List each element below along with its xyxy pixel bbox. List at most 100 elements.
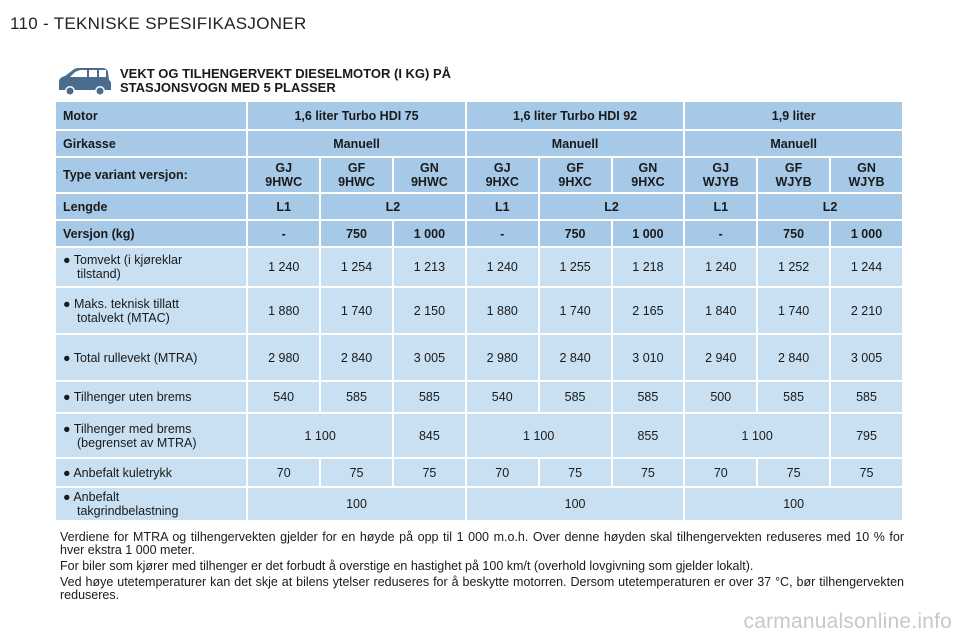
uten-brems-cell: 585 <box>321 382 392 412</box>
variant-version: 9HWC <box>265 175 303 189</box>
kuletrykk-cell: 75 <box>393 459 465 486</box>
motor-label: Motor <box>56 102 247 129</box>
tomvekt-cell: 1 218 <box>612 248 684 286</box>
section-title: VEKT OG TILHENGERVEKT DIESELMOTOR (I KG)… <box>120 67 451 95</box>
variant-version: 9HXC <box>558 175 592 189</box>
row-type-variant: Type variant versjon: GJ 9HWC GF 9HWC GN 9H… <box>56 158 902 192</box>
motor-cell: 1,6 liter Turbo HDI 75 <box>248 102 465 129</box>
maks-cell: 1 740 <box>539 288 611 333</box>
versjon-cell: 750 <box>321 221 392 246</box>
girkasse-cell: Manuell <box>248 131 465 156</box>
variant-type: GJ <box>712 161 730 175</box>
maks-cell: 1 740 <box>321 288 392 333</box>
type-variant-cell: GJ 9HXC <box>466 158 538 192</box>
maks-label: ● Maks. teknisk tillatt totalvekt (MTAC) <box>56 288 247 333</box>
maks-cell: 2 165 <box>612 288 684 333</box>
tomvekt-cell: 1 255 <box>539 248 611 286</box>
tomvekt-cell: 1 252 <box>758 248 830 286</box>
variant-type: GF <box>566 161 584 175</box>
variant-type: GJ <box>275 161 293 175</box>
lengde-label: Lengde <box>56 194 247 219</box>
versjon-cell: 1 000 <box>393 221 465 246</box>
note-paragraph: Ved høye utetemperaturer kan det skje at… <box>60 575 904 602</box>
total-rullevekt-cell: 3 005 <box>831 335 902 380</box>
tomvekt-cell: 1 213 <box>393 248 465 286</box>
variant-type: GF <box>347 161 366 175</box>
row-motor: Motor 1,6 liter Turbo HDI 75 1,6 liter T… <box>56 102 902 129</box>
tomvekt-cell: 1 240 <box>248 248 320 286</box>
motor-cell: 1,6 liter Turbo HDI 92 <box>466 102 684 129</box>
versjon-cell: 1 000 <box>612 221 684 246</box>
row-takgrind: ● Anbefalt takgrindbelastning 100 100 100 <box>56 488 902 520</box>
variant-type: GN <box>420 161 439 175</box>
row-lengde: Lengde L1 L2 L1 L2 L1 L2 <box>56 194 902 219</box>
girkasse-cell: Manuell <box>466 131 684 156</box>
girkasse-label: Girkasse <box>56 131 247 156</box>
type-variant-label: Type variant versjon: <box>56 158 247 192</box>
variant-version: WJYB <box>702 175 739 189</box>
lengde-cell: L1 <box>685 194 757 219</box>
lengde-cell: L1 <box>466 194 538 219</box>
type-variant-cell: GN WJYB <box>831 158 902 192</box>
total-rullevekt-cell: 2 840 <box>321 335 392 380</box>
type-variant-cell: GJ WJYB <box>685 158 757 192</box>
car-icon <box>59 68 111 96</box>
row-versjon: Versjon (kg) - 750 1 000 - 750 1 000 - 7… <box>56 221 902 246</box>
tomvekt-label-line2: tilstand) <box>77 267 121 281</box>
motor-cell: 1,9 liter <box>685 102 902 129</box>
maks-cell: 1 740 <box>758 288 830 333</box>
lengde-cell: L2 <box>539 194 684 219</box>
maks-label-line1: ● Maks. teknisk tillatt <box>63 296 179 311</box>
page-header: 110 - TEKNISKE SPESIFIKASJONER <box>10 14 307 33</box>
row-kuletrykk: ● Anbefalt kuletrykk 70 75 75 70 75 75 7… <box>56 459 902 486</box>
tomvekt-cell: 1 240 <box>466 248 538 286</box>
variant-type: GN <box>638 161 658 175</box>
variant-version: 9HXC <box>631 175 665 189</box>
kuletrykk-cell: 75 <box>321 459 392 486</box>
kuletrykk-cell: 75 <box>612 459 684 486</box>
uten-brems-cell: 585 <box>612 382 684 412</box>
maks-cell: 1 840 <box>685 288 757 333</box>
uten-brems-cell: 585 <box>758 382 830 412</box>
med-brems-cell: 1 100 <box>685 414 830 457</box>
versjon-cell: 1 000 <box>831 221 902 246</box>
med-brems-label-line1: ● Tilhenger med brems <box>63 421 192 436</box>
med-brems-cell: 1 100 <box>248 414 392 457</box>
section-title-line2: STASJONSVOGN MED 5 PLASSER <box>120 80 336 95</box>
kuletrykk-cell: 75 <box>831 459 902 486</box>
tomvekt-cell: 1 244 <box>831 248 902 286</box>
row-med-brems: ● Tilhenger med brems (begrenset av MTRA)… <box>56 414 902 457</box>
versjon-cell: 750 <box>539 221 611 246</box>
lengde-cell: L2 <box>321 194 465 219</box>
takgrind-cell: 100 <box>685 488 902 520</box>
maks-cell: 2 150 <box>393 288 465 333</box>
notes: Verdiene for MTRA og tilhengervekten gje… <box>60 531 904 605</box>
kuletrykk-cell: 70 <box>685 459 757 486</box>
type-variant-cell: GJ 9HWC <box>248 158 320 192</box>
row-uten-brems: ● Tilhenger uten brems 540 585 585 540 5… <box>56 382 902 412</box>
type-variant-cell: GN 9HWC <box>393 158 465 192</box>
kuletrykk-cell: 70 <box>248 459 320 486</box>
row-tomvekt: ● Tomvekt (i kjøreklar tilstand) 1 240 1 … <box>56 248 902 286</box>
total-rullevekt-cell: 3 010 <box>612 335 684 380</box>
lengde-cell: L1 <box>248 194 320 219</box>
variant-version: 9HWC <box>410 175 448 189</box>
variant-version: WJYB <box>775 175 812 189</box>
total-rullevekt-cell: 2 840 <box>539 335 611 380</box>
kuletrykk-cell: 75 <box>539 459 611 486</box>
note-paragraph: For biler som kjører med tilhenger er de… <box>60 559 754 573</box>
takgrind-label-line1: ● Anbefalt <box>63 490 120 504</box>
variant-type: GJ <box>493 161 511 175</box>
variant-version: 9HXC <box>485 175 519 189</box>
note-paragraph: Verdiene for MTRA og tilhengervekten gje… <box>60 530 904 557</box>
versjon-cell: - <box>248 221 320 246</box>
versjon-cell: 750 <box>758 221 830 246</box>
kuletrykk-cell: 75 <box>758 459 830 486</box>
kuletrykk-cell: 70 <box>466 459 538 486</box>
total-rullevekt-label: ● Total rullevekt (MTRA) <box>56 335 247 380</box>
maks-cell: 1 880 <box>248 288 320 333</box>
uten-brems-cell: 540 <box>248 382 320 412</box>
takgrind-cell: 100 <box>248 488 465 520</box>
type-variant-cell: GF 9HXC <box>539 158 611 192</box>
maks-label-line2: totalvekt (MTAC) <box>77 310 170 325</box>
